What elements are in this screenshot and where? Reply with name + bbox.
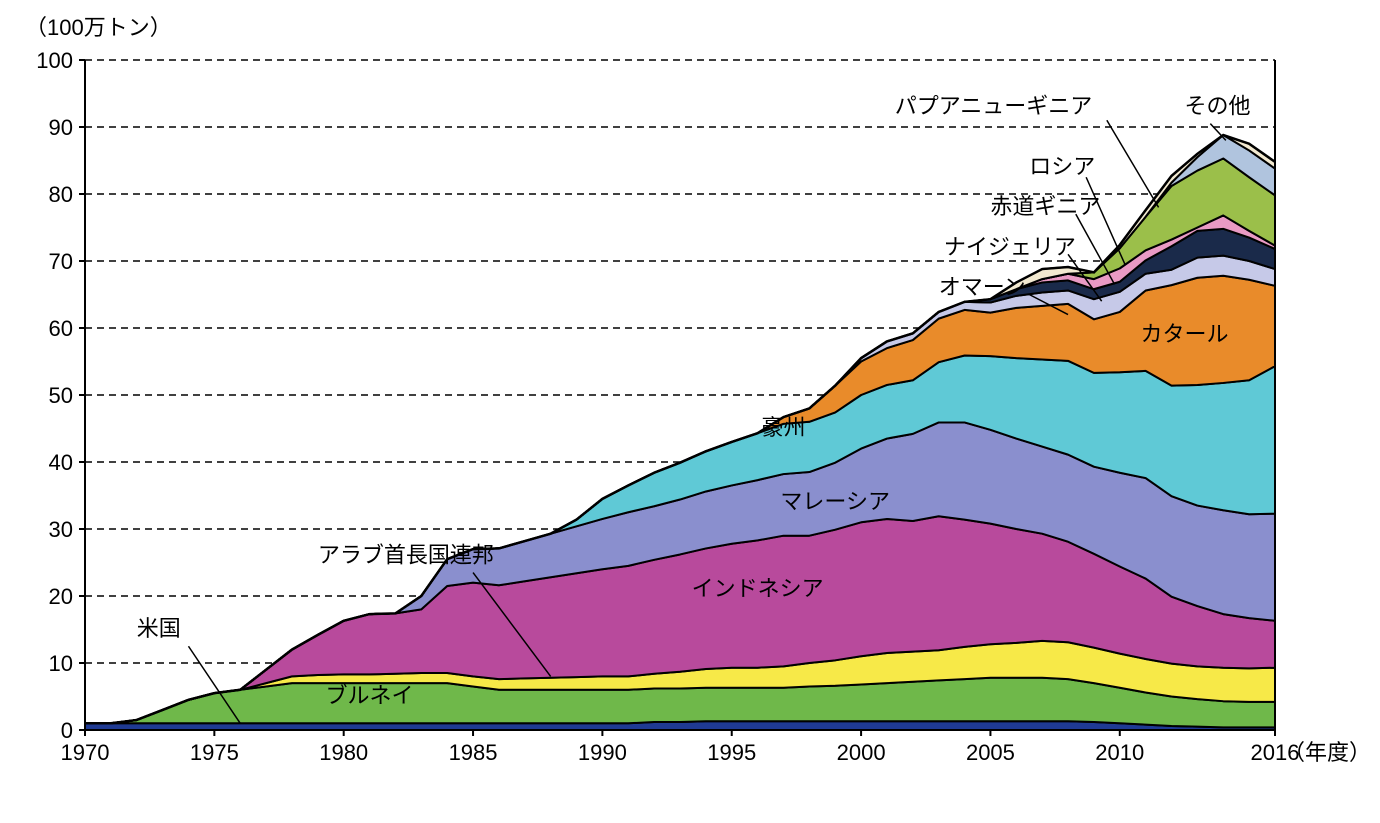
series-label-nigeria: ナイジェリア: [944, 234, 1076, 259]
series-label-usa: 米国: [137, 616, 181, 641]
series-label-uae: アラブ首長国連邦: [318, 543, 494, 568]
x-tick-label: 1990: [578, 740, 627, 765]
y-tick-label: 20: [49, 584, 73, 609]
y-tick-label: 90: [49, 115, 73, 140]
y-tick-label: 10: [49, 651, 73, 676]
y-tick-label: 80: [49, 182, 73, 207]
x-tick-label: 1970: [61, 740, 110, 765]
x-tick-label: 1995: [707, 740, 756, 765]
chart-svg: 0102030405060708090100197019751980198519…: [0, 0, 1380, 823]
series-label-png: パプアニューギニア: [895, 94, 1093, 119]
lng-import-stacked-area-chart: 0102030405060708090100197019751980198519…: [0, 0, 1380, 823]
x-tick-label: 1980: [319, 740, 368, 765]
y-tick-label: 60: [49, 316, 73, 341]
series-label-other: その他: [1184, 94, 1250, 119]
x-tick-label: 2010: [1095, 740, 1144, 765]
series-label-russia: ロシア: [1029, 154, 1095, 179]
y-tick-label: 50: [49, 383, 73, 408]
x-tick-label: 2000: [837, 740, 886, 765]
y-tick-label: 70: [49, 249, 73, 274]
y-axis-unit: （100万トン）: [25, 15, 172, 40]
series-label-australia: 豪州: [761, 415, 805, 440]
y-tick-label: 100: [36, 48, 73, 73]
series-label-qatar: カタール: [1140, 321, 1228, 346]
series-label-oman: オマーン: [939, 275, 1026, 300]
series-label-eq_guinea: 赤道ギニア: [990, 194, 1100, 219]
y-tick-label: 40: [49, 450, 73, 475]
y-tick-label: 30: [49, 517, 73, 542]
series-label-brunei: ブルネイ: [326, 683, 414, 708]
series-label-malaysia: マレーシア: [780, 489, 890, 514]
x-axis-unit: （年度）: [1283, 740, 1371, 765]
x-tick-label: 1975: [190, 740, 239, 765]
x-tick-label: 2005: [966, 740, 1015, 765]
x-tick-label: 1985: [449, 740, 498, 765]
series-label-indonesia: インドネシア: [692, 576, 824, 601]
